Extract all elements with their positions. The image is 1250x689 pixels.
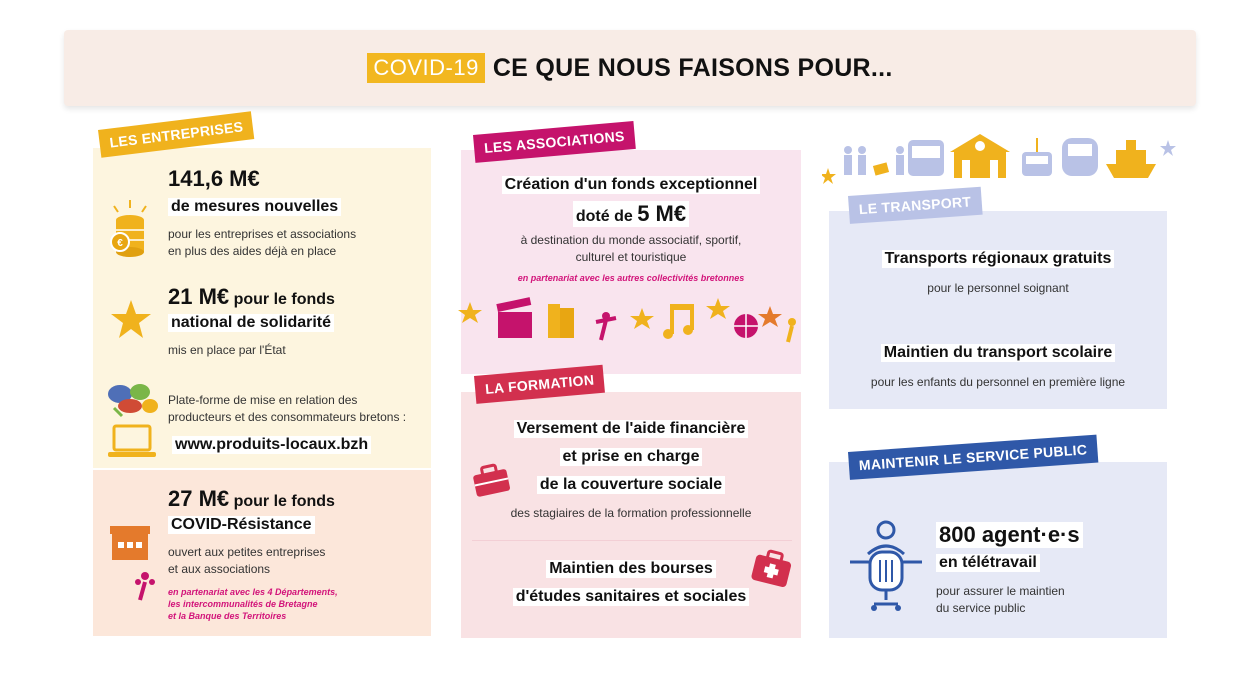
service-amount: 800 agent·e·s: [936, 522, 1083, 548]
dancer-icon-2: [786, 318, 796, 343]
m4-partner-3: et la Banque des Territoires: [168, 611, 287, 621]
assoc-desc-1: à destination du monde associatif, sport…: [520, 233, 742, 247]
sparkle-icon-2: [1160, 140, 1176, 156]
trans-t1-desc: pour le personnel soignant: [927, 281, 1069, 295]
trans-t2-row: Maintien du transport scolaire: [829, 344, 1167, 362]
star-icon-2: [630, 308, 654, 329]
coins-icon: €: [110, 200, 147, 257]
assoc-line-2-row: doté de 5 M€: [461, 201, 801, 227]
covid-tag: COVID-19: [367, 53, 485, 83]
transport-panel: [829, 211, 1167, 409]
assoc-line-1: Création d'un fonds exceptionnel: [501, 176, 761, 194]
m1-amount: 141,6 M€: [168, 166, 260, 191]
ticket-icon: [872, 162, 890, 176]
m3-desc-1: Plate-forme de mise en relation des: [168, 393, 358, 407]
form-line-2-row: et prise en charge: [461, 448, 801, 466]
train-icon: [1062, 138, 1098, 176]
transport-icons: [822, 134, 1176, 184]
m4-tail: pour le fonds: [229, 493, 335, 510]
form-line-5-row: d'études sanitaires et sociales: [461, 588, 801, 606]
trans-t1-row: Transports régionaux gratuits: [829, 250, 1167, 268]
assoc-desc-2: culturel et touristique: [575, 250, 687, 264]
m2-desc: mis en place par l'État: [168, 343, 286, 357]
m2-heading: 21 M€ pour le fonds: [168, 284, 335, 310]
m1-line: de mesures nouvelles: [168, 198, 342, 216]
produits-locaux-link[interactable]: www.produits-locaux.bzh: [172, 436, 372, 454]
m4-heading: 27 M€ pour le fonds: [168, 486, 335, 512]
form-line-4: Maintien des bourses: [546, 560, 716, 578]
service-line2: en télétravail: [936, 554, 1040, 572]
assoc-line-1-row: Création d'un fonds exceptionnel: [461, 176, 801, 194]
trans-t2-desc: pour les enfants du personnel en premièr…: [870, 375, 1126, 389]
small-star-icon: [458, 302, 482, 323]
form-desc: des stagiaires de la formation professio…: [510, 506, 752, 520]
form-line-1: Versement de l'aide financière: [513, 420, 749, 438]
page-title: CE QUE NOUS FAISONS POUR...: [492, 53, 893, 82]
m1-desc-2: en plus des aides déjà en place: [168, 244, 337, 258]
music-note-icon: [663, 304, 694, 339]
m4-desc-1: ouvert aux petites entreprises: [168, 545, 326, 559]
m4-partner-2: les intercommunalités de Bretagne: [168, 599, 318, 609]
ferry-icon: [1106, 140, 1156, 178]
sparkle-icon: [822, 168, 836, 184]
form-line-2: et prise en charge: [559, 448, 703, 466]
form-line-5: d'études sanitaires et sociales: [512, 588, 750, 606]
service-desc-2: du service public: [936, 601, 1026, 615]
dancer-icon: [595, 312, 617, 341]
clapperboard-icon: [496, 297, 532, 338]
service-desc-1: pour assurer le maintien: [936, 584, 1065, 598]
station-icon: [950, 134, 1010, 178]
flower-icon: [135, 572, 155, 601]
trans-t1: Transports régionaux gratuits: [881, 250, 1115, 268]
laptop-icon: [108, 424, 156, 457]
m4-desc-2: et aux associations: [168, 562, 271, 576]
m2-amount: 21 M€: [168, 284, 230, 309]
form-line-3: de la couverture sociale: [536, 476, 726, 494]
m4-amount: 27 M€: [168, 486, 230, 511]
m2-tail: pour le fonds: [229, 291, 335, 308]
form-line-1-row: Versement de l'aide financière: [461, 420, 801, 438]
assoc-line-2-pre: doté de: [575, 208, 638, 225]
books-icon: [548, 304, 574, 338]
header-banner: COVID-19 CE QUE NOUS FAISONS POUR...: [64, 30, 1196, 106]
people-icon: [844, 146, 866, 175]
formation-divider: [472, 540, 792, 541]
associations-icons: [458, 297, 796, 343]
m3-desc-2: producteurs et des consommateurs bretons…: [168, 410, 407, 424]
entreprises-covid-panel: [93, 470, 431, 636]
basketball-icon: [734, 314, 758, 338]
bus-icon: [896, 140, 944, 176]
form-line-4-row: Maintien des bourses: [461, 560, 801, 578]
m1-desc-1: pour les entreprises et associations: [168, 227, 357, 241]
assoc-partner: en partenariat avec les autres collectiv…: [517, 273, 745, 283]
service-panel: [829, 462, 1167, 638]
star-icon: [111, 300, 151, 338]
assoc-amount: 5 M€: [637, 201, 687, 226]
vegetables-icon: [108, 384, 158, 418]
star-icon-4: [758, 306, 782, 327]
m4-partner-1: en partenariat avec les 4 Départements,: [168, 587, 338, 597]
star-icon-3: [706, 298, 730, 319]
medical-kit-icon: [751, 549, 792, 588]
toolbox-icon: [473, 463, 510, 497]
trans-t2: Maintien du transport scolaire: [880, 344, 1116, 362]
m2-line2: national de solidarité: [168, 314, 335, 332]
teleworker-icon: [850, 520, 922, 611]
svg-text:€: €: [117, 238, 123, 249]
form-line-3-row: de la couverture sociale: [461, 476, 801, 494]
shop-icon: [110, 526, 150, 560]
m4-line2: COVID-Résistance: [168, 516, 315, 534]
tram-icon: [1022, 138, 1052, 176]
